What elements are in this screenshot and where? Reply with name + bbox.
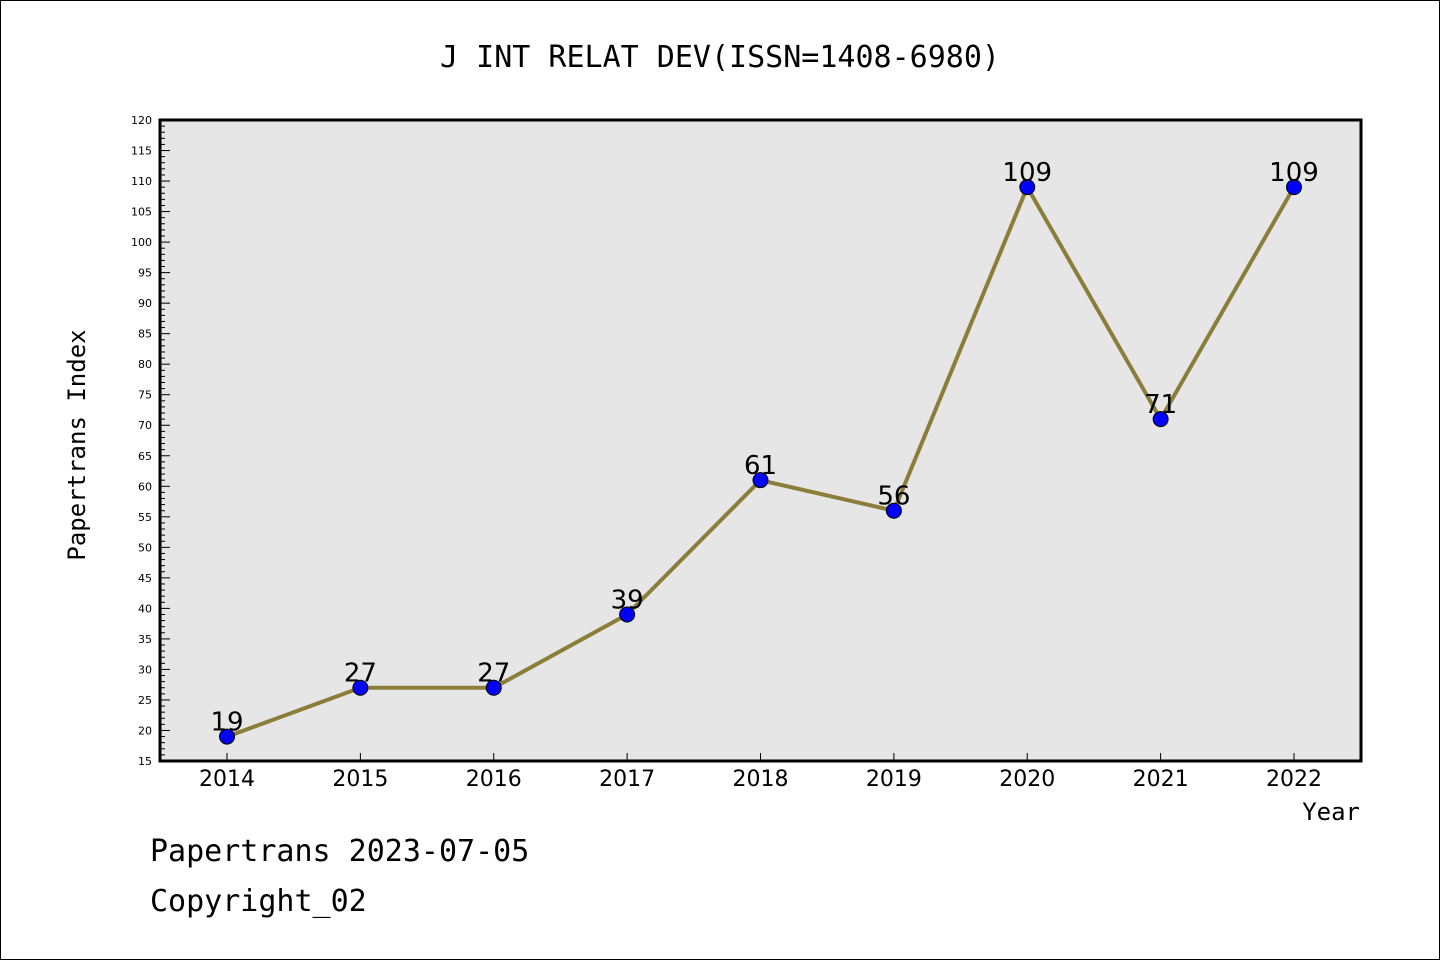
data-label: 56 [877,482,910,512]
data-label: 27 [477,659,510,689]
x-tick-label: 2022 [1266,767,1322,792]
series-papertrans-index: 19 27 27 39 61 56 109 71 109 [210,158,1319,745]
x-tick-label: 2021 [1133,767,1189,792]
data-point [1019,179,1036,196]
x-tick-label: 2016 [466,767,522,792]
y-tick-label: 55 [138,511,152,524]
y-tick-label: 120 [131,114,152,127]
y-tick-label: 15 [138,755,152,768]
y-tick-label: 85 [138,328,152,341]
data-label: 109 [1269,158,1319,188]
y-tick-label: 110 [131,175,152,188]
footer-date-text: Papertrans 2023-07-05 [150,834,530,869]
data-point [219,728,235,745]
y-tick-label: 40 [138,602,152,615]
x-tick-label: 2015 [332,767,388,792]
y-tick-label: 65 [138,450,152,463]
y-axis: 15 20 25 30 35 40 45 50 55 60 65 70 75 80 85 90 95 100 105… [131,114,170,768]
data-point [885,502,902,519]
y-tick-label: 60 [138,480,152,493]
y-tick-label: 75 [138,389,152,402]
y-tick-label: 100 [131,236,152,249]
y-tick-label: 50 [138,541,152,554]
y-tick-label: 95 [138,267,152,280]
data-label: 61 [744,451,777,481]
data-point [485,679,502,696]
plot-area [158,118,1363,763]
y-tick-label: 45 [138,572,152,585]
y-tick-label: 30 [138,663,152,676]
x-tick-label: 2019 [866,767,922,792]
footer-copyright-text: Copyright_02 [150,884,367,919]
chart-title: J INT RELAT DEV(ISSN=1408-6980) [440,40,1000,75]
y-tick-label: 70 [138,419,152,432]
x-tick-label: 2017 [599,767,655,792]
data-label: 39 [611,585,644,615]
x-tick-label: 2018 [733,767,789,792]
data-point [352,679,369,696]
y-tick-label: 115 [131,145,152,158]
y-tick-label: 105 [131,206,152,219]
data-label: 71 [1144,390,1177,420]
x-axis-label: Year [1302,798,1360,826]
y-tick-label: 35 [138,633,152,646]
x-tick-label: 2014 [199,767,255,792]
y-axis-label: Papertrans Index [63,329,91,560]
data-label: 19 [210,708,243,738]
data-point [1152,411,1169,428]
data-label: 109 [1002,158,1052,188]
x-tick-label: 2020 [999,767,1055,792]
x-axis: 2014 2015 2016 2017 2018 2019 2020 2021 2022 [199,753,1322,792]
y-tick-label: 80 [138,358,152,371]
y-tick-label: 90 [138,297,152,310]
data-point [619,606,636,623]
data-point [752,472,769,489]
data-label: 27 [344,659,377,689]
data-point [1286,179,1302,196]
y-tick-label: 25 [138,694,152,707]
y-tick-label: 20 [138,724,152,737]
